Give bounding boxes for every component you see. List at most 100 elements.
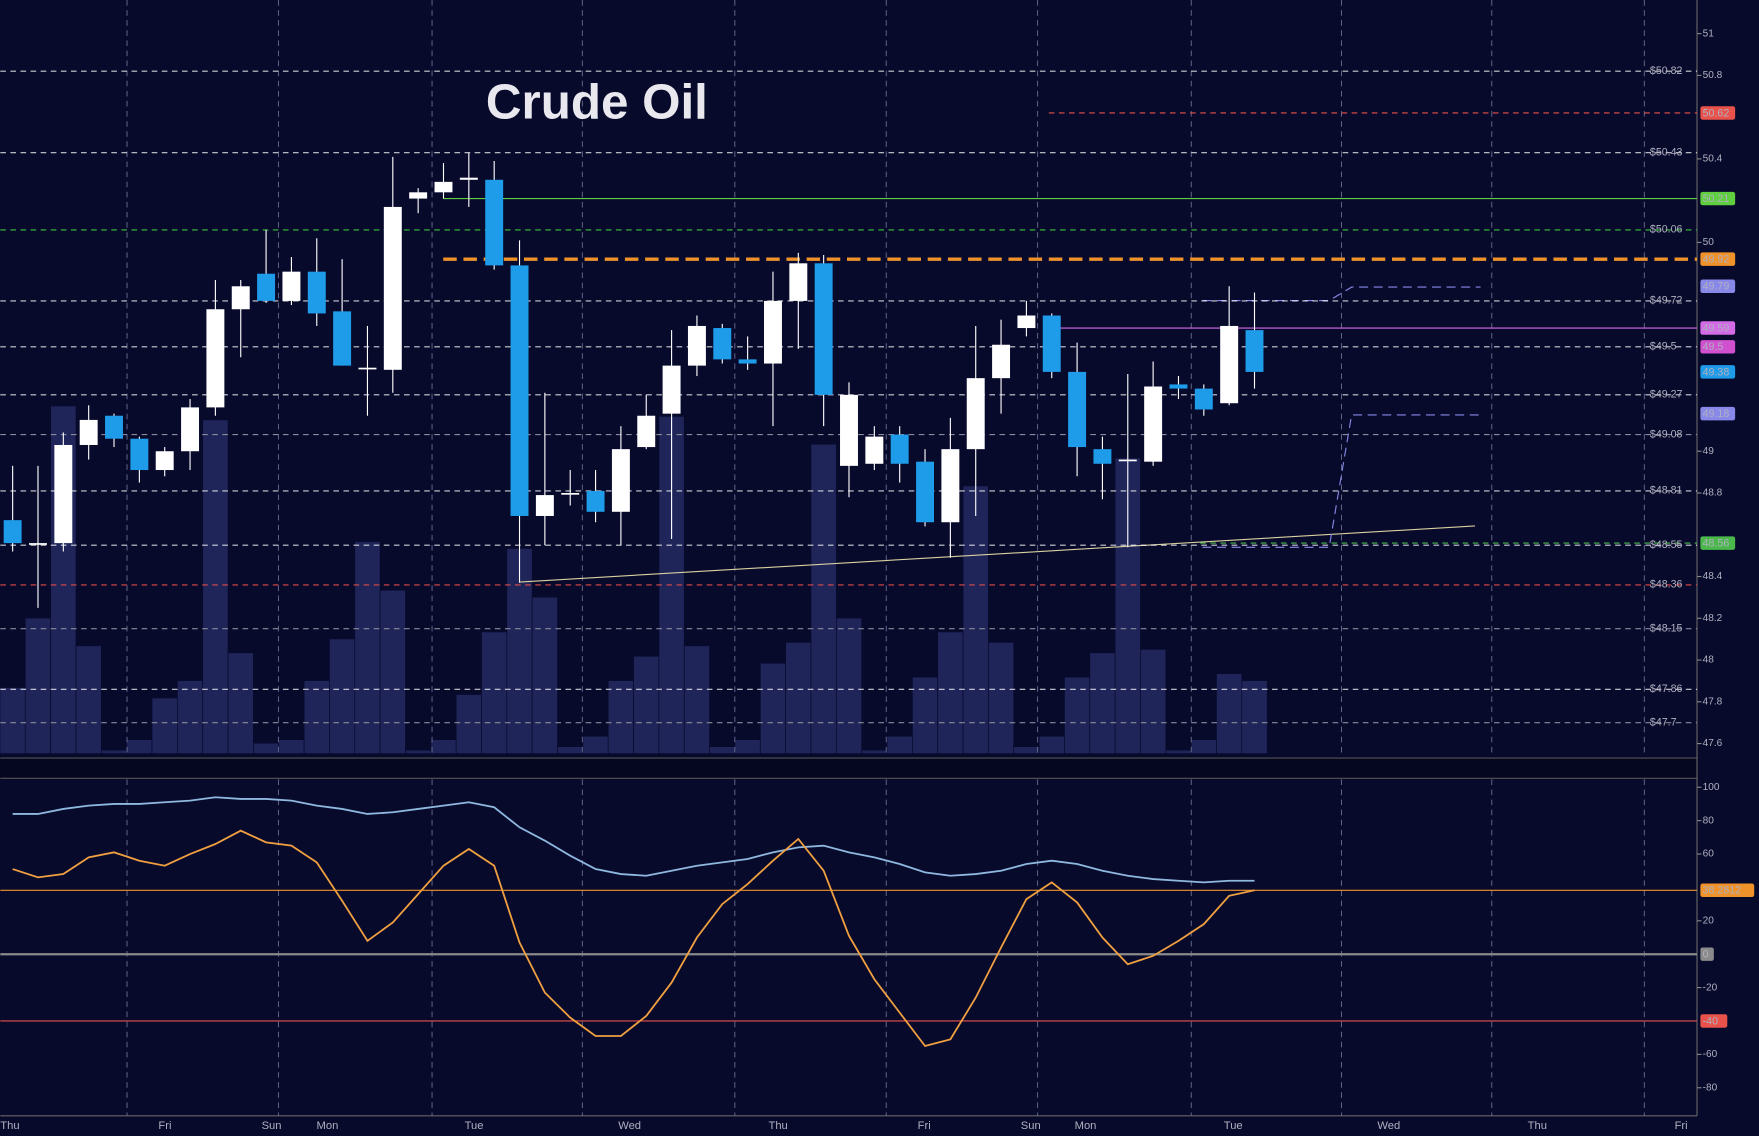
candles-layer (3, 152, 1264, 608)
volume-bar (1089, 652, 1116, 754)
candle-body (231, 286, 250, 310)
volume-bar (379, 589, 406, 754)
volume-bar (227, 652, 254, 754)
osc-line (12, 829, 1255, 1048)
level-box (1700, 191, 1736, 206)
x-tick-label: Thu (768, 1120, 787, 1132)
osc-tick-label: 20 (1703, 915, 1715, 926)
level-box (1700, 279, 1736, 294)
candle-body (687, 325, 706, 366)
level-label: $50.82 (1650, 65, 1683, 77)
osc-tick-label: -80 (1703, 1082, 1718, 1093)
candle-body (941, 449, 960, 523)
volume-bar (24, 617, 51, 754)
y-tick-label: 50.8 (1703, 70, 1723, 81)
candle-body (383, 206, 402, 370)
x-tick-label: Sun (262, 1120, 282, 1132)
osc-level-label: -40 (1703, 1015, 1718, 1027)
candle-body (966, 378, 985, 450)
level-box-label: 49.5 (1703, 341, 1724, 353)
x-tick-label: Thu (1528, 1120, 1547, 1132)
volume-bar (709, 746, 736, 754)
candle-body (713, 328, 732, 360)
level-box (1700, 106, 1736, 120)
osc-level-box (1700, 1014, 1728, 1028)
candle-body (738, 359, 757, 364)
level-box-label: 49.92 (1703, 254, 1730, 266)
x-tick-label: Mon (1075, 1120, 1097, 1132)
candle-body (206, 309, 225, 408)
volume-bar (253, 742, 280, 754)
candle-body (434, 181, 453, 193)
volume-bar (430, 739, 457, 754)
volume-bar (607, 680, 634, 754)
candle-body (282, 271, 301, 301)
candle-body (535, 495, 554, 516)
x-tick-label: Fri (158, 1120, 171, 1132)
candle-body (485, 179, 504, 266)
x-tick-label: Wed (1377, 1120, 1400, 1132)
level-label: $48.36 (1650, 579, 1683, 591)
level-label: $49.5 (1650, 341, 1677, 353)
level-label: $48.55 (1650, 539, 1683, 551)
volume-bar (785, 642, 812, 754)
candle-body (307, 271, 326, 314)
level-label: $48.81 (1650, 485, 1683, 497)
x-tick-label: Sun (1021, 1120, 1041, 1132)
x-tick-label: Thu (0, 1120, 19, 1132)
osc-tick-label: 60 (1703, 849, 1715, 860)
candle-body (333, 311, 352, 366)
candle-body (1093, 449, 1112, 464)
x-tick-label: Tue (465, 1120, 484, 1132)
volume-bar (835, 617, 863, 754)
candle-body (459, 177, 478, 180)
level-box (1700, 321, 1736, 335)
volume-bar (405, 749, 432, 754)
level-box (1700, 340, 1736, 354)
candle-body (611, 449, 630, 512)
y-tick-label: 50 (1703, 237, 1715, 248)
volume-bar (810, 443, 837, 754)
volume-bar (303, 680, 330, 754)
y-tick-label: 48 (1703, 655, 1715, 666)
volume-bar (912, 676, 939, 754)
volume-bar (101, 749, 128, 754)
volume-bar (1013, 746, 1040, 754)
x-tick-label: Wed (618, 1120, 641, 1132)
osc-tick-label: 100 (1703, 782, 1720, 793)
y-tick-label: 48.4 (1703, 571, 1723, 582)
candle-body (1169, 384, 1188, 389)
candle-body (865, 436, 884, 464)
candle-body (1245, 330, 1264, 372)
oscillator-layer (0, 786, 1702, 1089)
level-label: $47.7 (1650, 717, 1677, 729)
candle-body (1118, 459, 1137, 462)
level-box-label: 50.62 (1703, 107, 1730, 119)
candle-body (763, 300, 782, 364)
candle-body (409, 192, 428, 199)
candle-body (130, 438, 149, 471)
volume-bar (455, 694, 482, 754)
candle-body (992, 344, 1011, 379)
volume-bar (886, 735, 913, 754)
candle-body (510, 265, 529, 516)
y-tick-label: 48.8 (1703, 488, 1723, 499)
candle-body (561, 493, 580, 495)
level-box-label: 49.59 (1703, 322, 1730, 334)
volume-bar (278, 739, 305, 754)
volume-bar (481, 631, 508, 754)
candle-body (1068, 371, 1087, 448)
volume-bar (329, 638, 356, 754)
volume-bar (962, 485, 989, 754)
levels-layer (0, 70, 1698, 724)
candle-body (29, 543, 47, 545)
candle-body (1220, 325, 1239, 404)
osc-tick-label: -60 (1703, 1049, 1718, 1060)
candle-body (3, 520, 22, 544)
y-tick-label: 51 (1703, 28, 1715, 39)
level-label: $47.86 (1650, 683, 1683, 695)
volume-bar (75, 645, 102, 754)
volume-bar (202, 419, 229, 754)
